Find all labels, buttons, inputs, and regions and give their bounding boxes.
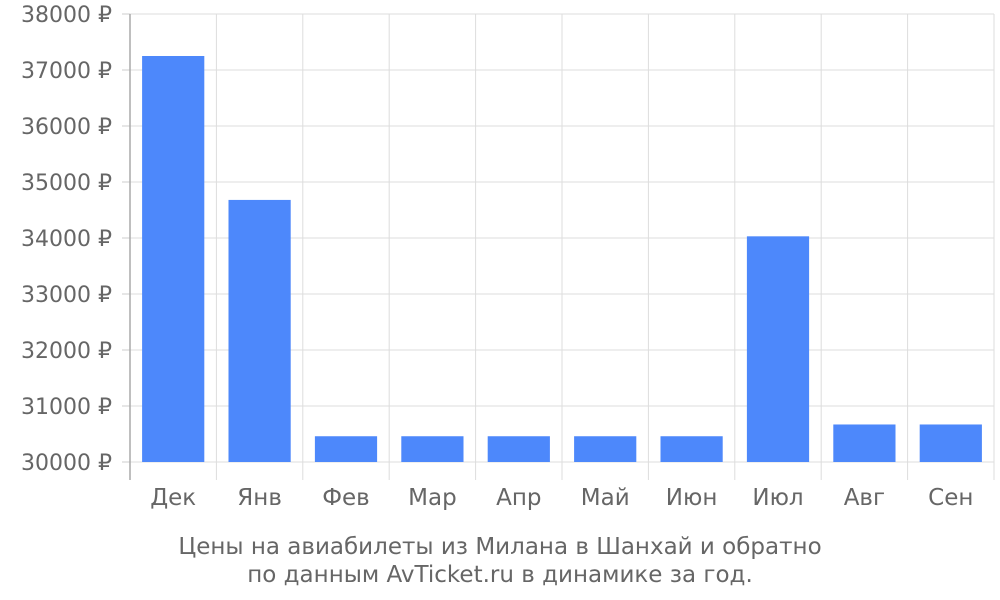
y-tick-label: 33000 ₽: [21, 283, 112, 308]
bar: [228, 199, 291, 463]
chart-caption-line-1: Цены на авиабилеты из Милана в Шанхай и …: [178, 534, 822, 560]
bar: [487, 436, 550, 462]
y-tick-label: 38000 ₽: [21, 3, 112, 28]
x-tick-label: Авг: [844, 485, 885, 511]
bar: [574, 436, 637, 462]
x-tick-label: Мар: [408, 485, 457, 511]
y-tick-label: 31000 ₽: [21, 395, 112, 420]
x-tick-label: Май: [581, 485, 630, 511]
x-tick-label: Фев: [322, 485, 370, 511]
y-tick-label: 34000 ₽: [21, 227, 112, 252]
y-tick-label: 32000 ₽: [21, 339, 112, 364]
grid: [129, 13, 995, 480]
y-tick-label: 36000 ₽: [21, 115, 112, 140]
bar: [746, 236, 810, 462]
bar-chart: 30000 ₽ 31000 ₽ 32000 ₽ 33000 ₽ 34000 ₽ 35000…: [21, 3, 995, 511]
x-tick-label: Июл: [752, 485, 803, 511]
bar: [919, 424, 982, 462]
x-tick-label: Дек: [150, 485, 196, 511]
x-tick-label: Янв: [237, 485, 282, 511]
y-tick-label: 35000 ₽: [21, 171, 112, 196]
bar: [660, 436, 723, 462]
x-tick-label: Апр: [496, 485, 541, 511]
y-tick-label: 37000 ₽: [21, 59, 112, 84]
y-tick-label: 30000 ₽: [21, 451, 112, 476]
bar: [142, 56, 205, 462]
x-tick-label: Сен: [928, 485, 973, 511]
x-tick-label: Июн: [666, 485, 718, 511]
bar: [314, 436, 378, 462]
bar: [833, 424, 896, 462]
chart-caption-line-2: по данным AvTicket.ru в динамике за год.: [247, 562, 753, 588]
bar: [401, 436, 464, 462]
bars: [142, 56, 982, 463]
axes: 30000 ₽ 31000 ₽ 32000 ₽ 33000 ₽ 34000 ₽ 35000…: [21, 3, 973, 511]
